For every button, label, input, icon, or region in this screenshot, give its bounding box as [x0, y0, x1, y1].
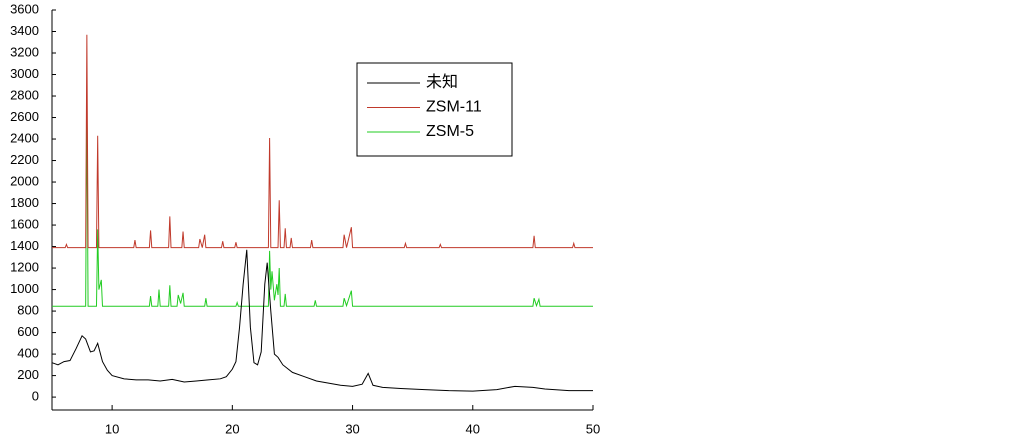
y-tick-label: 1800 — [10, 195, 39, 210]
y-tick-label: 400 — [17, 346, 39, 361]
y-tick-label: 2200 — [10, 152, 39, 167]
series-line — [52, 96, 593, 308]
y-tick-label: 2800 — [10, 87, 39, 102]
x-tick-label: 30 — [345, 421, 359, 436]
y-tick-label: 200 — [17, 367, 39, 382]
x-tick-label: 10 — [105, 421, 119, 436]
x-tick-label: 50 — [586, 421, 600, 436]
y-tick-label: 3200 — [10, 44, 39, 59]
y-tick-label: 1400 — [10, 238, 39, 253]
y-tick-label: 2000 — [10, 173, 39, 188]
series-line — [52, 34, 593, 249]
y-tick-label: 2600 — [10, 109, 39, 124]
x-tick-label: 20 — [225, 421, 239, 436]
y-tick-label: 0 — [32, 389, 39, 404]
y-tick-label: 600 — [17, 324, 39, 339]
y-tick-label: 1600 — [10, 216, 39, 231]
y-tick-label: 1200 — [10, 260, 39, 275]
legend-label: 未知 — [426, 73, 458, 91]
x-tick-label: 40 — [466, 421, 480, 436]
series-line — [51, 249, 593, 392]
y-tick-label: 2400 — [10, 130, 39, 145]
y-tick-label: 3600 — [10, 1, 39, 16]
y-tick-label: 3400 — [10, 23, 39, 38]
legend-label: ZSM-5 — [426, 123, 474, 140]
y-tick-label: 1000 — [10, 281, 39, 296]
y-tick-label: 800 — [17, 303, 39, 318]
legend-box — [356, 62, 513, 157]
legend-label: ZSM-11 — [426, 99, 482, 116]
legend: 未知 ZSM-11 ZSM-5 — [356, 62, 513, 157]
y-tick-label: 3000 — [10, 66, 39, 81]
